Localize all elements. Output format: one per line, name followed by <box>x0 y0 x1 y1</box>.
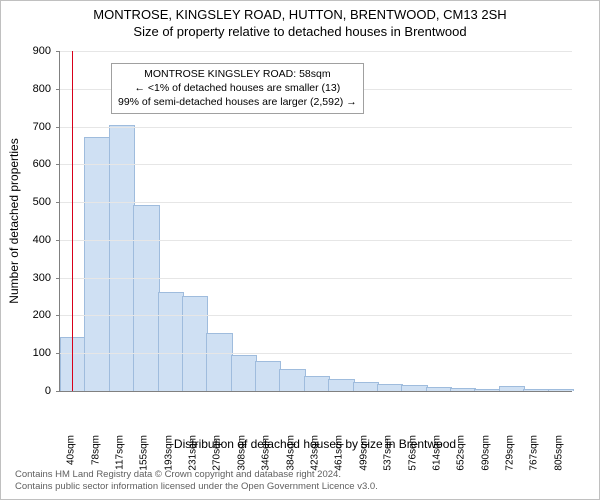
y-tick-mark <box>56 353 60 354</box>
grid-line <box>60 240 572 241</box>
histogram-bar <box>60 337 86 391</box>
title-address: MONTROSE, KINGSLEY ROAD, HUTTON, BRENTWO… <box>1 7 599 22</box>
histogram-bar <box>133 205 159 391</box>
footer-line1: Contains HM Land Registry data © Crown c… <box>15 469 585 481</box>
y-tick-label: 600 <box>33 158 51 170</box>
y-tick-mark <box>56 127 60 128</box>
footer-line2: Contains public sector information licen… <box>15 481 585 493</box>
histogram-bar <box>158 292 184 391</box>
chart-title-block: MONTROSE, KINGSLEY ROAD, HUTTON, BRENTWO… <box>1 1 599 39</box>
y-tick-label: 800 <box>33 83 51 95</box>
x-axis-title: Distribution of detached houses by size … <box>59 437 571 451</box>
histogram-bar <box>279 369 305 391</box>
y-tick-label: 400 <box>33 234 51 246</box>
property-marker-line <box>72 51 73 391</box>
y-tick-labels: 0100200300400500600700800900 <box>1 51 55 391</box>
histogram-bar <box>304 376 330 391</box>
info-box-line2: ← <1% of detached houses are smaller (13… <box>118 81 357 95</box>
y-tick-label: 500 <box>33 196 51 208</box>
y-tick-mark <box>56 51 60 52</box>
y-tick-label: 200 <box>33 309 51 321</box>
property-info-box: MONTROSE KINGSLEY ROAD: 58sqm ← <1% of d… <box>111 63 364 114</box>
histogram-bar <box>328 379 354 391</box>
y-tick-mark <box>56 89 60 90</box>
y-tick-mark <box>56 278 60 279</box>
y-tick-mark <box>56 164 60 165</box>
histogram-bar <box>255 361 281 391</box>
histogram-bar <box>231 355 257 391</box>
y-tick-mark <box>56 240 60 241</box>
footer-attribution: Contains HM Land Registry data © Crown c… <box>15 469 585 493</box>
grid-line <box>60 278 572 279</box>
title-subtitle: Size of property relative to detached ho… <box>1 24 599 39</box>
histogram-bar <box>206 333 232 391</box>
grid-line <box>60 127 572 128</box>
y-tick-label: 300 <box>33 272 51 284</box>
grid-line <box>60 202 572 203</box>
info-box-line3: 99% of semi-detached houses are larger (… <box>118 95 357 109</box>
histogram-bar <box>377 384 403 391</box>
histogram-bar <box>353 382 379 391</box>
y-tick-mark <box>56 315 60 316</box>
grid-line <box>60 51 572 52</box>
y-tick-label: 900 <box>33 45 51 57</box>
info-box-line1: MONTROSE KINGSLEY ROAD: 58sqm <box>118 67 357 81</box>
y-tick-label: 100 <box>33 347 51 359</box>
y-tick-mark <box>56 202 60 203</box>
grid-line <box>60 315 572 316</box>
histogram-bar <box>182 296 208 391</box>
y-tick-label: 700 <box>33 121 51 133</box>
grid-line <box>60 353 572 354</box>
x-tick-labels: 40sqm78sqm117sqm155sqm193sqm231sqm270sqm… <box>59 391 571 431</box>
grid-line <box>60 164 572 165</box>
y-tick-label: 0 <box>45 385 51 397</box>
